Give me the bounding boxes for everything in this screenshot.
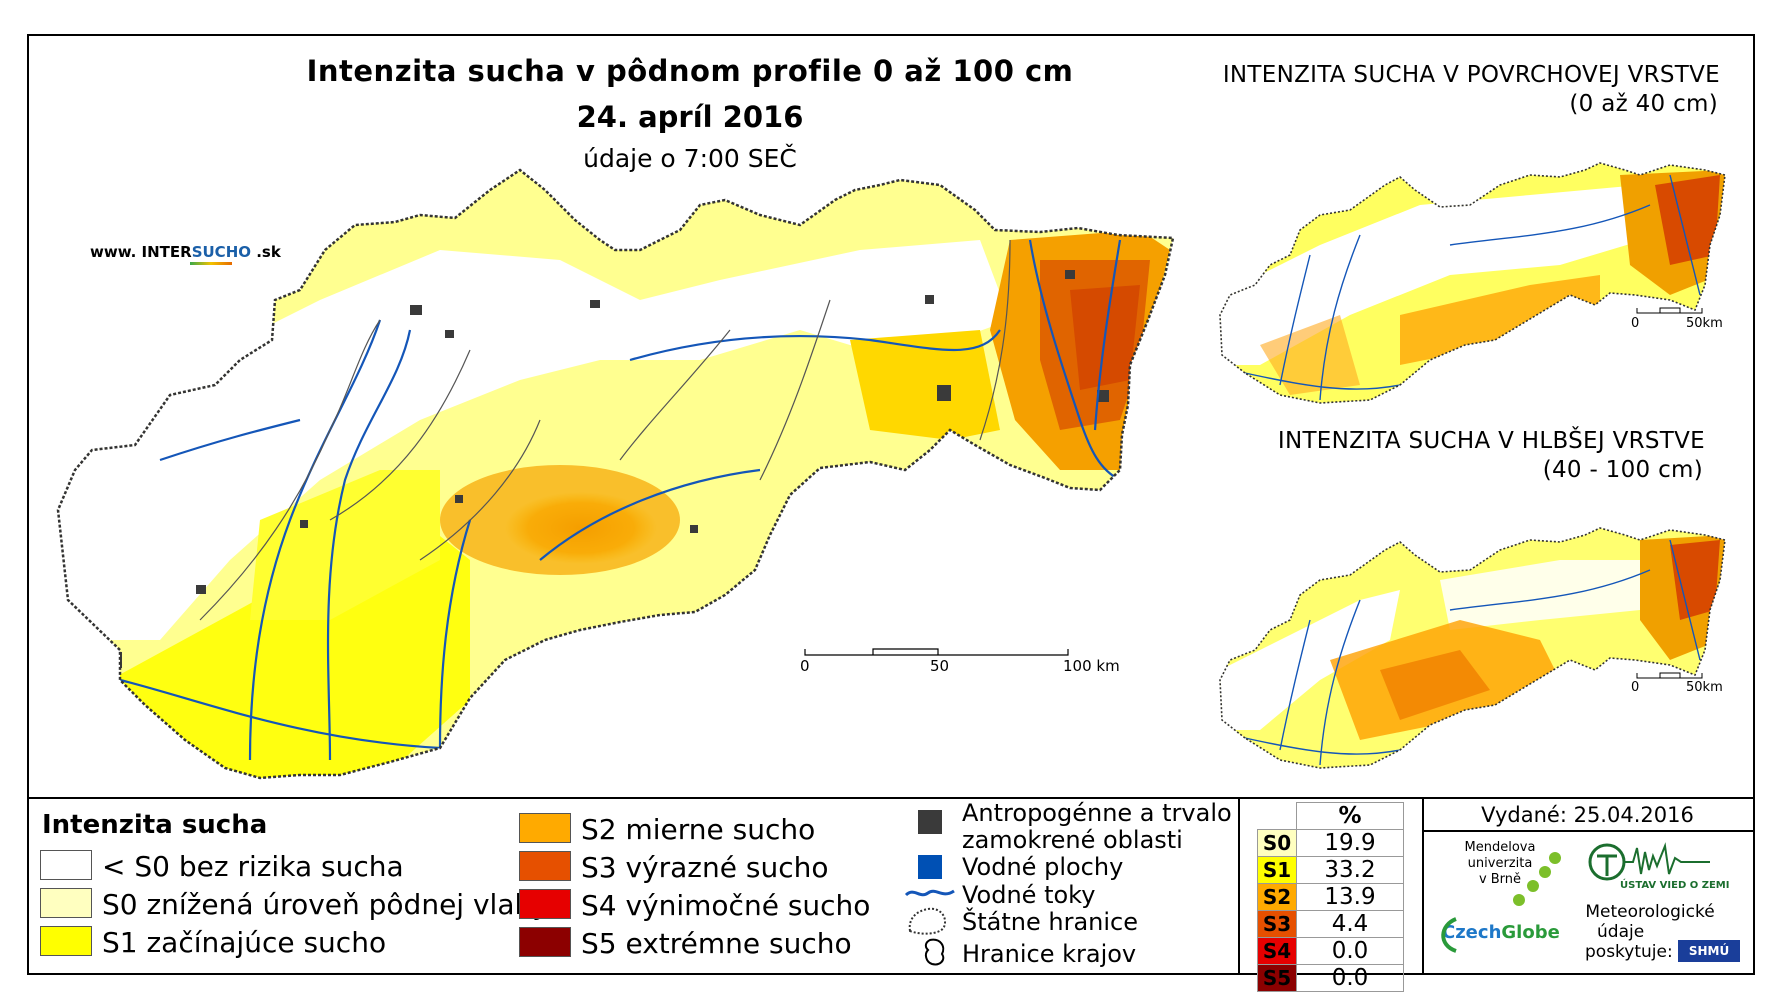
czechglobe-a: Czech: [1442, 922, 1502, 943]
inset-bottom-subtitle: (40 - 100 cm): [1542, 457, 1703, 483]
legend-label-s0: S0 znížená úroveň pôdnej vlahy: [102, 888, 549, 921]
mendel-dots-icon: [1513, 852, 1561, 906]
river-icon: [904, 889, 955, 897]
website-prefix: www. INTER: [90, 243, 192, 261]
stats-value-s4: 0.0: [1296, 937, 1404, 965]
stats-row: S0 19.9: [1257, 829, 1404, 857]
stats-header-row: %: [1257, 802, 1404, 830]
region-border-icon: [924, 938, 945, 966]
inset-top-scale-0: 0: [1631, 316, 1640, 331]
divider-issued: [1422, 830, 1755, 832]
stats-row: S5 0.0: [1257, 964, 1404, 992]
stats-code-s2: S2: [1257, 883, 1297, 911]
water-area-icon: [918, 855, 942, 879]
mendel-line1: Mendelova: [1464, 840, 1536, 855]
mendel-line3: v Brně: [1478, 872, 1522, 887]
inset-top-scale-50: 50km: [1686, 316, 1723, 331]
issued-date: Vydané: 25.04.2016: [1481, 803, 1694, 827]
uvgz-text: ÚSTAV VIED O ZEMI: [1620, 880, 1730, 891]
legend-swatch-s3: [519, 851, 571, 881]
uvgz-logo-icon: [1588, 842, 1710, 881]
mendel-university-logo-text: Mendelova univerzita v Brně: [1460, 840, 1540, 888]
website-underline: [190, 262, 232, 265]
map-time: údaje o 7:00 SEČ: [583, 144, 797, 173]
stats-row: S4 0.0: [1257, 937, 1404, 965]
anthropogenic-area-icon: [918, 810, 942, 834]
symbol-rivers: Vodné toky: [962, 881, 1096, 909]
symbol-anthropogenic-line2: zamokrené oblasti: [962, 826, 1183, 854]
stats-header: %: [1296, 802, 1404, 830]
stats-value-s1: 33.2: [1296, 856, 1404, 884]
czechglobe-arc-icon: [1441, 917, 1457, 953]
stats-value-s0: 19.9: [1296, 829, 1404, 857]
state-border-icon: [908, 907, 946, 935]
stats-code-s3: S3: [1257, 910, 1297, 938]
stats-row: S2 13.9: [1257, 883, 1404, 911]
symbol-water-areas: Vodné plochy: [962, 853, 1124, 881]
legend-label-s3: S3 výrazné sucho: [581, 851, 829, 884]
legend-swatch-s4: [519, 889, 571, 919]
stats-row: S3 4.4: [1257, 910, 1404, 938]
legend-swatch-s0: [40, 888, 92, 918]
legend-label-s2: S2 mierne sucho: [581, 813, 816, 846]
inset-top-subtitle: (0 až 40 cm): [1569, 91, 1718, 117]
meteo-line2: údaje: [1597, 922, 1645, 942]
legend-swatch-s2: [519, 813, 571, 843]
legend-swatch-s1: [40, 926, 92, 956]
stats-table: % S0 19.9 S1 33.2 S2 13.9 S3 4.4 S4 0.0 S5 0.0: [1257, 802, 1404, 992]
shmu-logo: SHMÚ: [1678, 940, 1740, 962]
meteo-text: Meteorologické údaje poskytuje:: [1585, 902, 1715, 962]
main-map: [56, 168, 1175, 780]
website-suffix: .sk: [251, 243, 281, 261]
stats-code-s0: S0: [1257, 829, 1297, 857]
mendel-line2: univerzita: [1467, 856, 1533, 871]
stats-code-s5: S5: [1257, 964, 1297, 992]
stats-value-s2: 13.9: [1296, 883, 1404, 911]
inset-map-surface: [1219, 162, 1726, 404]
legend-panel: [27, 797, 1755, 977]
inset-bottom-scale-0: 0: [1631, 680, 1640, 695]
inset-top-title: INTENZITA SUCHA V POVRCHOVEJ VRSTVE: [1222, 62, 1720, 88]
divider-left: [1238, 797, 1240, 975]
czechglobe-logo: CzechGlobe: [1442, 922, 1560, 943]
stats-row: S1 33.2: [1257, 856, 1404, 884]
symbol-region-border: Hranice krajov: [962, 940, 1137, 968]
czechglobe-b: Globe: [1501, 922, 1560, 943]
stats-value-s3: 4.4: [1296, 910, 1404, 938]
symbol-state-border: Štátne hranice: [962, 908, 1138, 936]
main-scale-100: 100 km: [1063, 657, 1120, 675]
meteo-line3: poskytuje:: [1585, 942, 1673, 962]
meteo-line1: Meteorologické: [1585, 902, 1715, 922]
legend-title: Intenzita sucha: [42, 810, 268, 840]
symbol-anthropogenic-line1: Antropogénne a trvalo: [962, 799, 1232, 827]
legend-label-below-s0: < S0 bez rizika sucha: [102, 850, 404, 883]
website-link[interactable]: www. INTERSUCHO .sk: [90, 243, 281, 261]
stats-code-s1: S1: [1257, 856, 1297, 884]
divider-right: [1422, 797, 1424, 975]
state-border: [56, 168, 1175, 780]
inset-map-deep: [1219, 527, 1726, 769]
main-scale-0: 0: [800, 657, 810, 675]
inset-bottom-title: INTENZITA SUCHA V HLBŠEJ VRSTVE: [1277, 428, 1705, 454]
legend-label-s1: S1 začínajúce sucho: [102, 926, 387, 959]
map-date: 24. apríl 2016: [576, 100, 804, 134]
legend-swatch-s5: [519, 927, 571, 957]
legend-label-s4: S4 výnimočné sucho: [581, 889, 871, 922]
website-highlight: SUCHO: [191, 243, 251, 261]
stats-value-s5: 0.0: [1296, 964, 1404, 992]
legend-swatch-below-s0: [40, 850, 92, 880]
inset-bottom-scale-50: 50km: [1686, 680, 1723, 695]
main-scale-bar: [804, 648, 1069, 656]
stats-code-s4: S4: [1257, 937, 1297, 965]
legend-label-s5: S5 extrémne sucho: [581, 927, 852, 960]
map-title: Intenzita sucha v pôdnom profile 0 až 10…: [306, 54, 1074, 88]
main-scale-50: 50: [930, 657, 950, 675]
